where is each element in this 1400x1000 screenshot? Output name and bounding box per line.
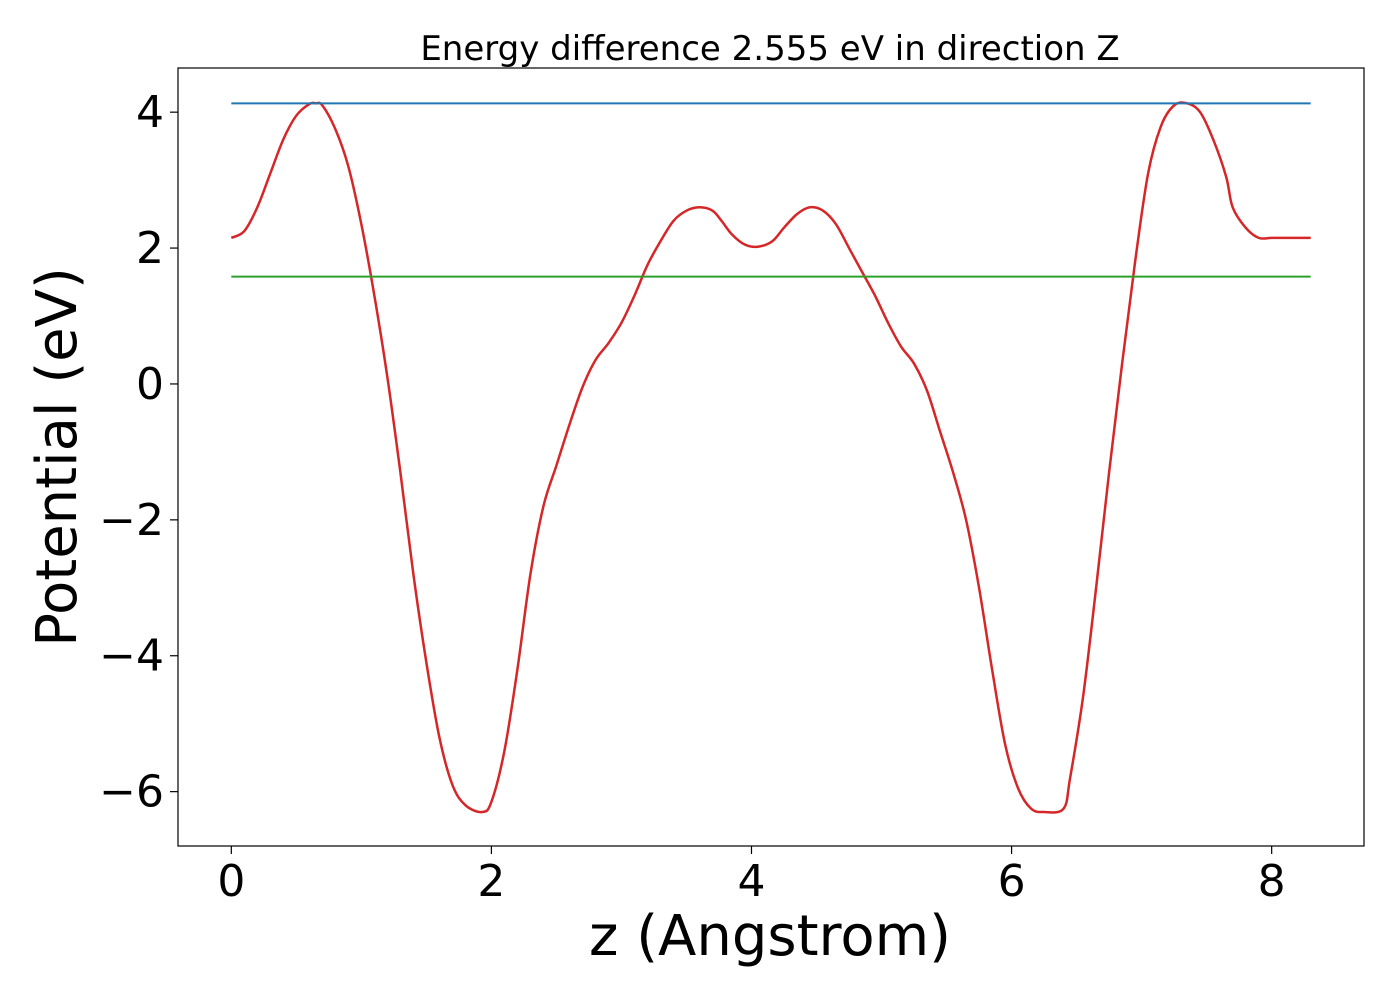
plot-area bbox=[230, 101, 1311, 814]
x-tick-label: 0 bbox=[217, 856, 245, 907]
x-axis-title: z (Angstrom) bbox=[589, 904, 951, 969]
x-tick-label: 2 bbox=[477, 856, 505, 907]
plot-frame bbox=[177, 67, 1365, 847]
x-axis-ticks: 0 2 4 6 8 bbox=[217, 846, 1286, 907]
y-tick-label: 2 bbox=[136, 223, 164, 274]
y-tick-label: 4 bbox=[136, 87, 164, 138]
y-axis-ticks: −6 −4 −2 0 2 4 bbox=[99, 87, 178, 818]
y-tick-label: −6 bbox=[99, 767, 164, 818]
y-tick-label: −4 bbox=[99, 631, 164, 682]
series-line-potential bbox=[230, 101, 1311, 814]
x-tick-label: 4 bbox=[737, 856, 765, 907]
chart-title: Energy difference 2.555 eV in direction … bbox=[420, 29, 1119, 69]
y-axis-title: Potential (eV) bbox=[25, 267, 90, 647]
x-tick-label: 8 bbox=[1258, 856, 1286, 907]
y-tick-label: −2 bbox=[99, 495, 164, 546]
y-tick-label: 0 bbox=[136, 359, 164, 410]
x-tick-label: 6 bbox=[998, 856, 1026, 907]
